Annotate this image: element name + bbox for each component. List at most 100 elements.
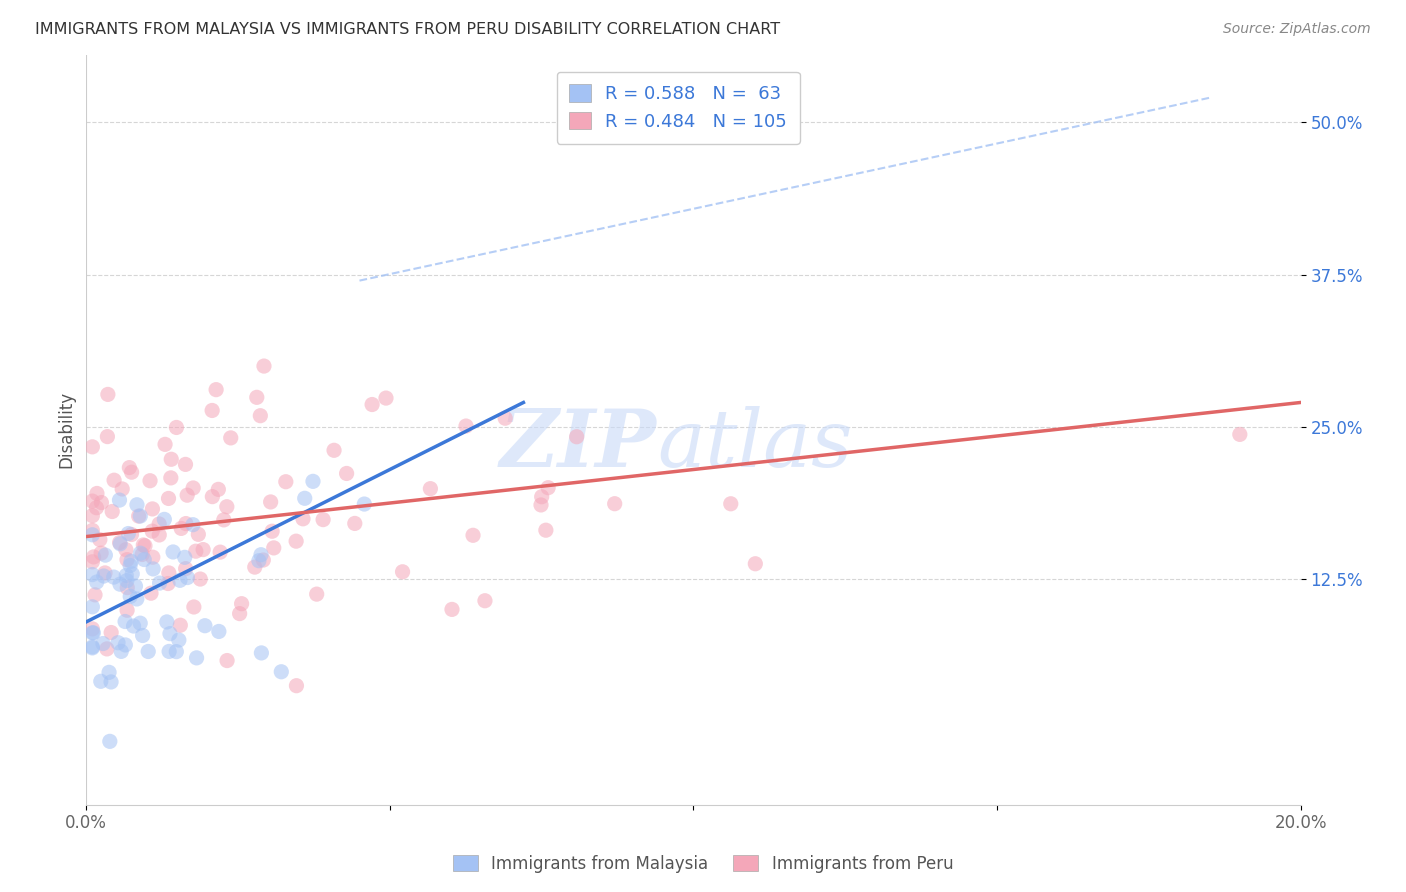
Point — [454, 419, 477, 434]
Point — [263, 541, 285, 555]
Point — [90, 546, 112, 560]
Point — [107, 636, 129, 650]
Point — [252, 553, 274, 567]
Point — [212, 513, 235, 527]
Point — [86, 575, 108, 590]
Point — [302, 475, 325, 489]
Point — [153, 512, 176, 526]
Point — [82, 640, 104, 654]
Point — [148, 516, 170, 531]
Point — [156, 615, 179, 629]
Point — [530, 498, 553, 512]
Point — [215, 500, 238, 514]
Point — [110, 644, 132, 658]
Point — [247, 554, 270, 568]
Point — [129, 546, 152, 560]
Point — [134, 539, 156, 553]
Point — [208, 624, 231, 639]
Point — [191, 542, 214, 557]
Point — [419, 482, 441, 496]
Point — [162, 545, 184, 559]
Point — [83, 549, 105, 564]
Point — [120, 590, 142, 604]
Point — [603, 497, 626, 511]
Point — [1229, 427, 1251, 442]
Point — [82, 625, 104, 640]
Point — [440, 602, 463, 616]
Point — [142, 550, 165, 565]
Point — [94, 566, 117, 580]
Point — [118, 460, 141, 475]
Point — [82, 440, 104, 454]
Point — [174, 516, 197, 531]
Point — [305, 587, 328, 601]
Point — [169, 618, 191, 632]
Point — [720, 497, 742, 511]
Point — [259, 495, 281, 509]
Legend: Immigrants from Malaysia, Immigrants from Peru: Immigrants from Malaysia, Immigrants fro… — [446, 848, 960, 880]
Point — [243, 560, 266, 574]
Point — [148, 528, 170, 542]
Point — [201, 403, 224, 417]
Point — [103, 570, 125, 584]
Point — [115, 574, 138, 588]
Point — [114, 638, 136, 652]
Point — [160, 471, 183, 485]
Point — [183, 599, 205, 614]
Point — [181, 517, 204, 532]
Point — [115, 568, 138, 582]
Legend: R = 0.588   N =  63, R = 0.484   N = 105: R = 0.588 N = 63, R = 0.484 N = 105 — [557, 71, 800, 144]
Point — [188, 572, 211, 586]
Point — [169, 574, 191, 588]
Text: atlas: atlas — [657, 406, 852, 483]
Point — [82, 640, 104, 655]
Point — [201, 490, 224, 504]
Point — [205, 383, 228, 397]
Point — [253, 359, 276, 373]
Point — [139, 474, 162, 488]
Point — [128, 509, 150, 524]
Point — [115, 603, 138, 617]
Point — [82, 528, 104, 542]
Point — [115, 542, 138, 557]
Point — [101, 504, 124, 518]
Text: IMMIGRANTS FROM MALAYSIA VS IMMIGRANTS FROM PERU DISABILITY CORRELATION CHART: IMMIGRANTS FROM MALAYSIA VS IMMIGRANTS F… — [35, 22, 780, 37]
Point — [131, 628, 153, 642]
Point — [194, 618, 217, 632]
Point — [90, 674, 112, 689]
Point — [187, 527, 209, 541]
Point — [228, 607, 250, 621]
Point — [336, 467, 359, 481]
Point — [94, 548, 117, 562]
Point — [91, 636, 114, 650]
Point — [361, 397, 384, 411]
Point — [82, 524, 104, 538]
Point — [134, 552, 156, 566]
Point — [100, 625, 122, 640]
Point — [323, 443, 346, 458]
Text: ZIP: ZIP — [501, 406, 657, 483]
Point — [121, 465, 143, 479]
Point — [246, 390, 269, 404]
Point — [294, 491, 316, 506]
Point — [125, 498, 148, 512]
Point — [103, 473, 125, 487]
Point — [250, 646, 273, 660]
Point — [114, 615, 136, 629]
Point — [121, 566, 143, 581]
Point — [82, 622, 104, 636]
Point — [100, 675, 122, 690]
Point — [115, 552, 138, 566]
Point — [159, 626, 181, 640]
Point — [89, 533, 111, 547]
Point — [129, 509, 152, 524]
Point — [82, 599, 104, 614]
Point — [250, 548, 273, 562]
Point — [207, 483, 229, 497]
Point — [176, 570, 198, 584]
Point — [157, 491, 180, 506]
Point — [131, 548, 153, 562]
Point — [312, 513, 335, 527]
Point — [262, 524, 284, 539]
Point — [274, 475, 297, 489]
